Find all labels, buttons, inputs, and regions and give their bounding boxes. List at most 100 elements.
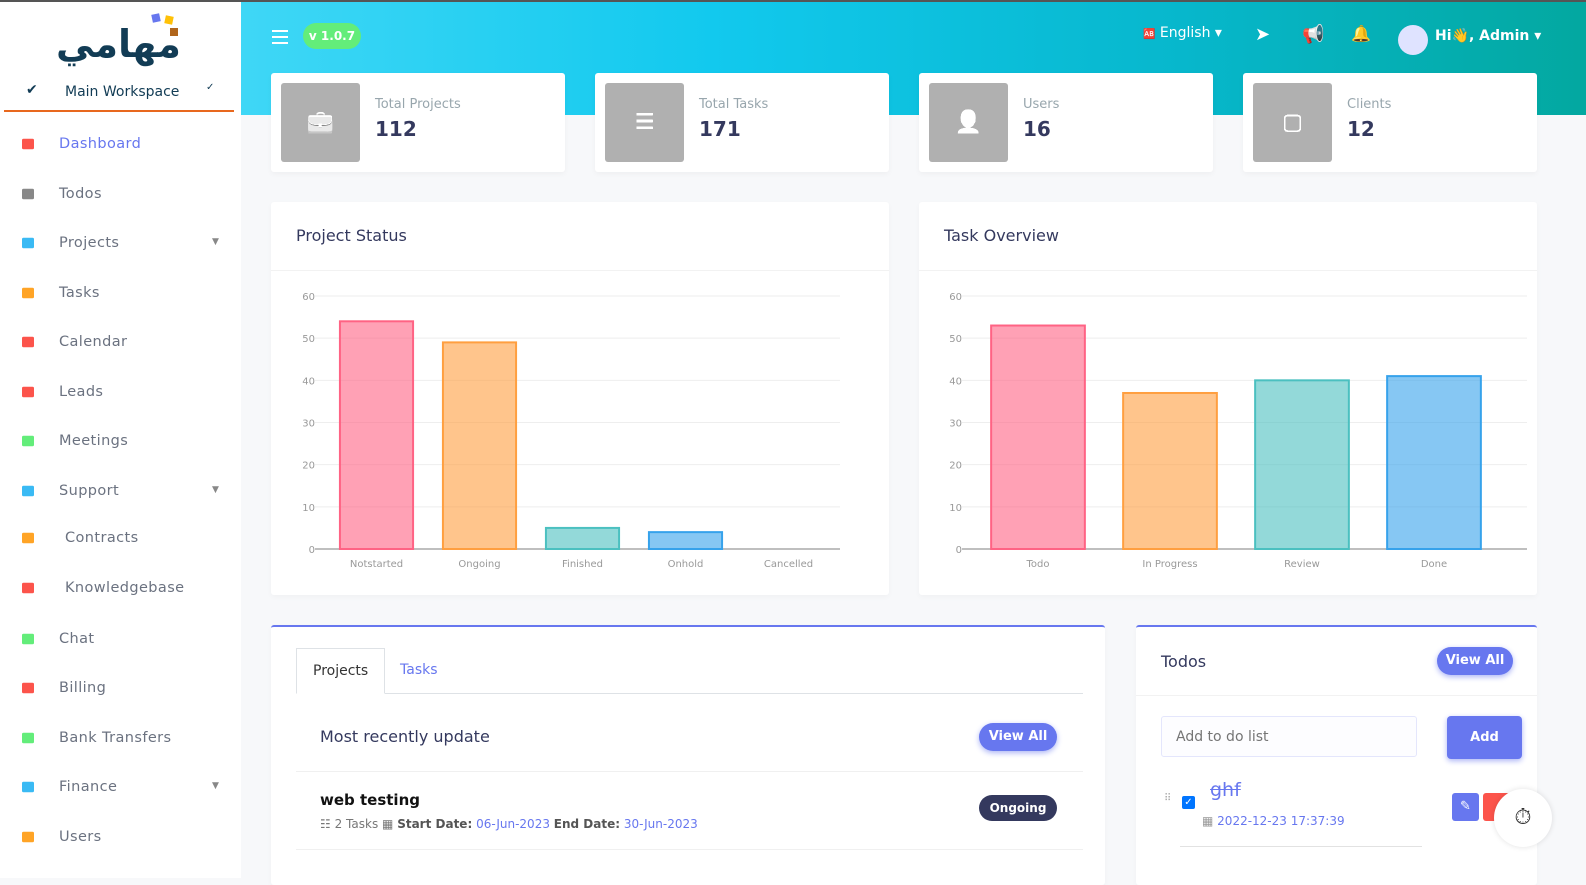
y-tick-label: 0 bbox=[309, 545, 315, 556]
card-title: Task Overview bbox=[944, 226, 1059, 245]
task-count: 2 Tasks bbox=[334, 817, 379, 831]
bar-finished[interactable] bbox=[544, 526, 621, 550]
projects-panel: Projects Tasks Most recently update View… bbox=[271, 625, 1105, 885]
calendar-icon: ▦ bbox=[1202, 814, 1214, 828]
stat-title: Users bbox=[1023, 97, 1060, 112]
todos-view-all-button[interactable]: View All bbox=[1437, 647, 1513, 675]
todo-checkbox[interactable]: ✓ bbox=[1182, 796, 1195, 809]
sidebar-item-contracts[interactable]: Contracts bbox=[0, 520, 241, 560]
tab-projects[interactable]: Projects bbox=[296, 648, 386, 694]
sidebar-item-label: Projects bbox=[59, 235, 120, 251]
sidebar-item-label: Todos bbox=[59, 186, 102, 202]
send-icon[interactable]: ➤ bbox=[1255, 24, 1271, 45]
file-icon bbox=[22, 237, 34, 249]
sidebar-item-projects[interactable]: Projects ▼ bbox=[0, 225, 241, 265]
bar-ongoing[interactable] bbox=[441, 341, 518, 550]
sidebar-item-tasks[interactable]: Tasks bbox=[0, 275, 241, 315]
bar-review[interactable] bbox=[1254, 379, 1350, 550]
sidebar-item-support[interactable]: Support ▼ bbox=[0, 473, 241, 513]
ticket-icon bbox=[22, 485, 34, 497]
x-tick-label: Ongoing bbox=[458, 559, 500, 570]
sidebar-item-label: Support bbox=[59, 483, 120, 499]
tasks-icon bbox=[22, 287, 34, 299]
briefcase-icon: 💼 bbox=[281, 83, 360, 162]
stat-card-clients: ▢ Clients 12 bbox=[1243, 73, 1537, 172]
sidebar-item-label: Finance bbox=[59, 779, 118, 795]
y-tick-label: 50 bbox=[302, 334, 315, 345]
handshake-icon bbox=[22, 435, 34, 447]
chevron-down-icon: ▼ bbox=[212, 485, 220, 495]
money-icon bbox=[22, 781, 34, 793]
start-label: Start Date: bbox=[397, 817, 473, 831]
bar-onhold[interactable] bbox=[647, 531, 724, 550]
y-tick-label: 40 bbox=[302, 376, 315, 387]
end-date: 30-Jun-2023 bbox=[623, 817, 698, 831]
sidebar-item-label: Tasks bbox=[59, 285, 100, 301]
task-overview-card: Task Overview 0 10 20 30 40 50 60 Todo In Progre… bbox=[919, 202, 1537, 595]
sidebar-item-todos[interactable]: Todos bbox=[0, 176, 241, 216]
bar-in-progress[interactable] bbox=[1122, 391, 1218, 550]
sidebar-item-bank-transfers[interactable]: Bank Transfers bbox=[0, 720, 241, 760]
todos-card: Todos View All Add ⠿ ✓ ghf ▦ 2022-12-23 … bbox=[1136, 625, 1537, 885]
tab-tasks[interactable]: Tasks bbox=[400, 662, 438, 678]
sidebar-item-calendar[interactable]: Calendar bbox=[0, 324, 241, 364]
sidebar-item-meetings[interactable]: Meetings bbox=[0, 423, 241, 463]
edit-icon[interactable]: ✎ bbox=[1452, 793, 1479, 821]
sidebar-item-chat[interactable]: Chat bbox=[0, 621, 241, 661]
bell-icon[interactable]: 🔔 bbox=[1351, 24, 1371, 43]
chevron-down-icon: ✓ bbox=[206, 82, 215, 93]
sidebar-item-finance[interactable]: Finance ▼ bbox=[0, 769, 241, 809]
x-tick-label: In Progress bbox=[1142, 559, 1197, 570]
sidebar-item-label: Leads bbox=[59, 384, 104, 400]
workspace-selector[interactable]: ✔ Main Workspace ✓ bbox=[4, 80, 234, 112]
task-overview-chart: 0 10 20 30 40 50 60 Todo In Progress Review Done bbox=[949, 292, 1527, 570]
tabs: Projects Tasks bbox=[296, 648, 1083, 694]
project-name[interactable]: web testing bbox=[320, 791, 420, 809]
sidebar-item-dashboard[interactable]: Dashboard bbox=[0, 126, 241, 166]
add-todo-button[interactable]: Add bbox=[1447, 716, 1522, 759]
y-tick-label: 60 bbox=[949, 292, 962, 303]
fire-icon bbox=[22, 138, 34, 150]
x-tick-label: Finished bbox=[562, 559, 603, 570]
bank-icon bbox=[22, 732, 34, 744]
drag-handle-icon[interactable]: ⠿ bbox=[1164, 793, 1172, 804]
menu-toggle-icon[interactable] bbox=[272, 30, 288, 44]
sidebar-item-label: Bank Transfers bbox=[59, 730, 172, 746]
bar-done[interactable] bbox=[1386, 375, 1482, 550]
stopwatch-icon[interactable]: ⏱ bbox=[1494, 789, 1552, 847]
check-icon: ✔ bbox=[26, 82, 38, 98]
x-tick-label: Cancelled bbox=[764, 559, 813, 570]
sidebar-item-billing[interactable]: Billing bbox=[0, 670, 241, 710]
calendar-icon bbox=[22, 336, 34, 348]
calendar-icon: ▦ bbox=[382, 817, 394, 831]
greeting: Hi👋, Admin bbox=[1435, 28, 1530, 44]
bar-todo[interactable] bbox=[990, 324, 1086, 551]
bar-notstarted[interactable] bbox=[338, 320, 415, 550]
todo-input[interactable] bbox=[1161, 716, 1417, 757]
y-tick-label: 0 bbox=[956, 545, 962, 556]
chevron-down-icon: ▼ bbox=[212, 237, 220, 247]
user-menu[interactable]: Hi👋, Admin ▾ bbox=[1435, 28, 1542, 44]
megaphone-icon[interactable]: 📢 bbox=[1302, 24, 1325, 45]
sticky-note-icon: ▢ bbox=[1253, 83, 1332, 162]
sidebar-item-users[interactable]: Users bbox=[0, 819, 241, 859]
sidebar-item-label: Calendar bbox=[59, 334, 128, 350]
sidebar-item-label: Dashboard bbox=[59, 136, 142, 152]
logo[interactable]: مهامي bbox=[50, 10, 190, 74]
sidebar-item-knowledgebase[interactable]: Knowledgebase bbox=[0, 570, 241, 610]
todo-date: 2022-12-23 17:37:39 bbox=[1217, 814, 1345, 828]
y-tick-label: 40 bbox=[949, 376, 962, 387]
workspace-name: Main Workspace bbox=[65, 84, 180, 100]
sidebar-item-leads[interactable]: Leads bbox=[0, 374, 241, 414]
avatar[interactable] bbox=[1398, 25, 1428, 55]
stat-card-users: 👤 Users 16 bbox=[919, 73, 1213, 172]
language-label: English bbox=[1159, 25, 1211, 41]
projects-view-all-button[interactable]: View All bbox=[979, 723, 1057, 751]
x-tick-label: Done bbox=[1421, 559, 1447, 570]
stat-value: 171 bbox=[699, 117, 741, 141]
y-tick-label: 10 bbox=[949, 503, 962, 514]
stat-value: 12 bbox=[1347, 117, 1375, 141]
project-status-chart: 0 10 20 30 40 50 60 Notstarted Ongoing Finished On… bbox=[302, 292, 840, 570]
x-tick-label: Notstarted bbox=[350, 559, 403, 570]
language-selector[interactable]: 🆎 English ▾ bbox=[1143, 25, 1222, 41]
